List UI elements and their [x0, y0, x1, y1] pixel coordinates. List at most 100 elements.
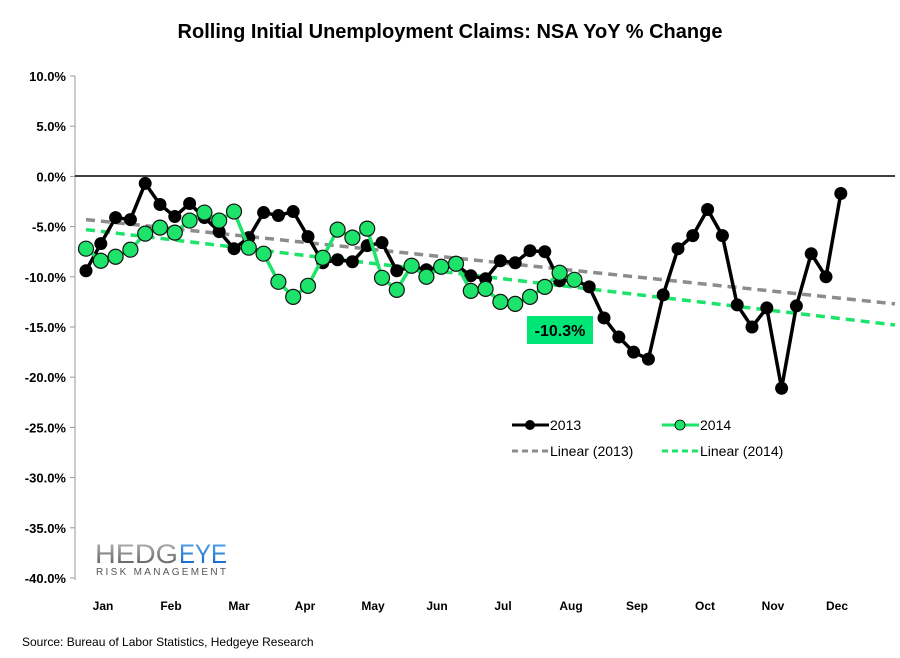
x-tick-label: Sep — [626, 599, 648, 613]
data-point-2013 — [508, 256, 522, 270]
x-tick-label: Nov — [762, 599, 785, 613]
data-point-2013 — [775, 381, 789, 395]
x-ticks: Jan Feb Mar Apr May Jun Jul Aug Sep Oct Nov Dec — [93, 599, 849, 613]
data-point-2014 — [462, 282, 479, 299]
data-point-2014 — [521, 288, 539, 305]
data-point-2013 — [493, 254, 507, 268]
y-tick-label: 0.0% — [36, 169, 66, 184]
data-point-2014 — [359, 220, 376, 237]
data-point-2014 — [77, 240, 95, 257]
x-tick-label: May — [361, 599, 385, 613]
data-point-2013 — [301, 230, 315, 244]
data-point-2014 — [433, 258, 450, 275]
annotation-text: -10.3% — [535, 323, 586, 340]
source-note: Source: Bureau of Labor Statistics, Hedg… — [22, 635, 314, 649]
x-tick-label: Jun — [426, 599, 447, 613]
data-point-2014 — [492, 293, 509, 310]
data-point-2013 — [641, 352, 655, 366]
data-point-2013 — [345, 255, 359, 269]
data-point-2013 — [760, 301, 774, 315]
chart-title: Rolling Initial Unemployment Claims: NSA… — [178, 21, 723, 43]
data-point-2013 — [212, 225, 226, 239]
data-point-2014 — [344, 229, 361, 246]
legend-label-linear-2014: Linear (2014) — [700, 443, 783, 459]
data-point-2013 — [701, 203, 715, 217]
data-point-2013 — [390, 264, 404, 278]
data-point-2014 — [211, 212, 228, 229]
data-point-2014 — [240, 239, 257, 256]
data-point-2013 — [94, 237, 108, 251]
data-point-2013 — [257, 206, 271, 220]
data-point-2014 — [403, 257, 420, 274]
legend-item-linear-2014: Linear (2014) — [662, 443, 783, 459]
data-point-2013 — [123, 213, 137, 227]
logo-text-hedg: HEDG — [95, 539, 178, 569]
data-point-2014 — [388, 281, 405, 298]
data-point-2014 — [314, 249, 331, 266]
legend-label-2014: 2014 — [700, 417, 731, 433]
legend-label-linear-2013: Linear (2013) — [550, 443, 633, 459]
y-tick-label: -15.0% — [25, 320, 67, 335]
data-point-2013 — [819, 270, 833, 284]
data-point-2013 — [271, 209, 285, 223]
x-tick-label: Aug — [559, 599, 582, 613]
logo-text-eye: EYE — [179, 539, 227, 569]
x-tick-label: Apr — [295, 599, 316, 613]
y-tick-label: -30.0% — [25, 471, 67, 486]
y-tick-label: 10.0% — [29, 69, 66, 84]
hedgeye-logo: HEDG EYE RISK MANAGEMENT — [95, 539, 227, 578]
data-point-2013 — [168, 210, 182, 224]
data-point-2013 — [834, 186, 848, 200]
data-point-2013 — [627, 345, 641, 359]
data-point-2014 — [92, 252, 109, 269]
data-point-2013 — [227, 242, 241, 256]
series — [77, 176, 848, 395]
x-tick-label: Dec — [826, 599, 848, 613]
data-point-2013 — [582, 280, 596, 294]
data-point-2014 — [122, 241, 139, 258]
data-point-2013 — [286, 205, 300, 219]
annotation-box — [527, 316, 593, 344]
data-point-2013 — [597, 311, 611, 325]
data-point-2014 — [373, 269, 391, 286]
y-tick-label: 5.0% — [36, 119, 66, 134]
data-point-2014 — [225, 203, 243, 220]
data-point-2013 — [138, 176, 152, 190]
data-point-2014 — [255, 245, 272, 262]
data-point-2014 — [536, 278, 553, 295]
data-point-2013 — [686, 229, 700, 243]
data-point-2014 — [137, 225, 154, 242]
data-point-2013 — [153, 198, 167, 212]
y-ticks: 10.0% 5.0% 0.0% -5.0% -10.0% -15.0% -20.0% -25.… — [25, 69, 75, 586]
data-point-2013 — [109, 211, 123, 225]
data-point-2014 — [181, 212, 198, 229]
data-point-2014 — [196, 204, 213, 221]
data-point-2014 — [151, 219, 169, 236]
data-point-2014 — [551, 264, 568, 281]
data-point-2014 — [418, 268, 435, 285]
legend-item-2013: 2013 — [512, 417, 581, 433]
data-point-2013 — [612, 330, 626, 344]
data-point-2014 — [299, 277, 317, 294]
annotation-label: -10.3% — [527, 316, 593, 344]
data-point-2014 — [285, 288, 302, 305]
data-point-2013 — [538, 245, 552, 259]
series-2013 — [79, 176, 848, 395]
data-point-2013 — [79, 264, 93, 278]
x-tick-label: Jan — [93, 599, 114, 613]
data-point-2014 — [270, 273, 287, 290]
legend: 2013 2014 Linear (2013) Linear (2014) — [512, 417, 783, 459]
data-point-2013 — [671, 242, 685, 256]
legend-label-2013: 2013 — [550, 417, 581, 433]
series-line-2013 — [84, 181, 843, 390]
y-tick-label: -5.0% — [32, 220, 66, 235]
data-point-2013 — [789, 299, 803, 313]
y-tick-label: -35.0% — [25, 521, 67, 536]
y-tick-label: -40.0% — [25, 571, 67, 586]
data-point-2013 — [745, 320, 759, 334]
data-point-2013 — [656, 288, 670, 302]
data-point-2013 — [523, 244, 537, 258]
x-tick-label: Mar — [228, 599, 250, 613]
data-point-2014 — [329, 221, 346, 238]
